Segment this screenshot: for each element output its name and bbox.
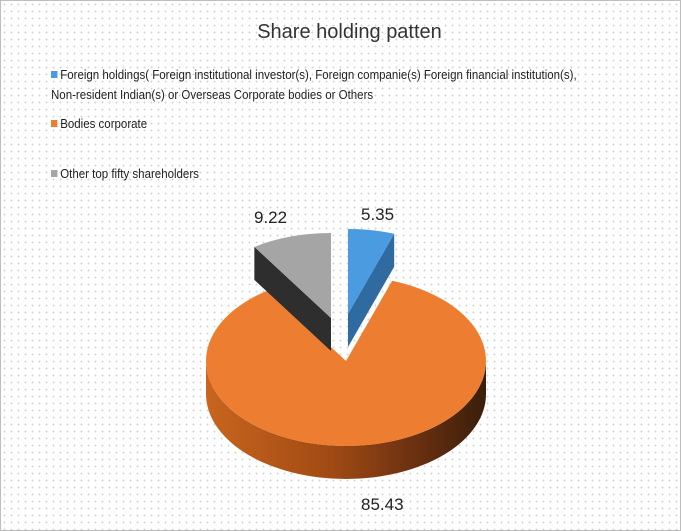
legend-swatch <box>51 170 58 177</box>
pie-slice-bodies-corporate <box>206 280 487 447</box>
pie-side-other <box>254 246 331 351</box>
pie-slice-other <box>254 233 331 318</box>
legend-item-foreign: Foreign holdings( Foreign institutional … <box>51 65 603 105</box>
legend-label: Bodies corporate <box>60 117 148 131</box>
pie-slice-foreign <box>348 229 395 314</box>
pie-side-foreign <box>348 233 395 347</box>
data-label: 5.35 <box>361 205 394 224</box>
legend-label: Foreign holdings( Foreign institutional … <box>51 68 577 102</box>
data-label: 85.43 <box>361 495 404 514</box>
data-label: 9.22 <box>254 208 287 227</box>
legend-item-other: Other top fifty shareholders <box>51 164 603 184</box>
legend-swatch <box>51 120 58 127</box>
legend-label: Other top fifty shareholders <box>60 167 199 181</box>
pie-side-bodies-corporate <box>206 361 486 479</box>
legend-swatch <box>51 71 58 78</box>
legend-item-bodies: Bodies corporate <box>51 114 603 134</box>
chart-title: Share holding patten <box>257 21 442 43</box>
